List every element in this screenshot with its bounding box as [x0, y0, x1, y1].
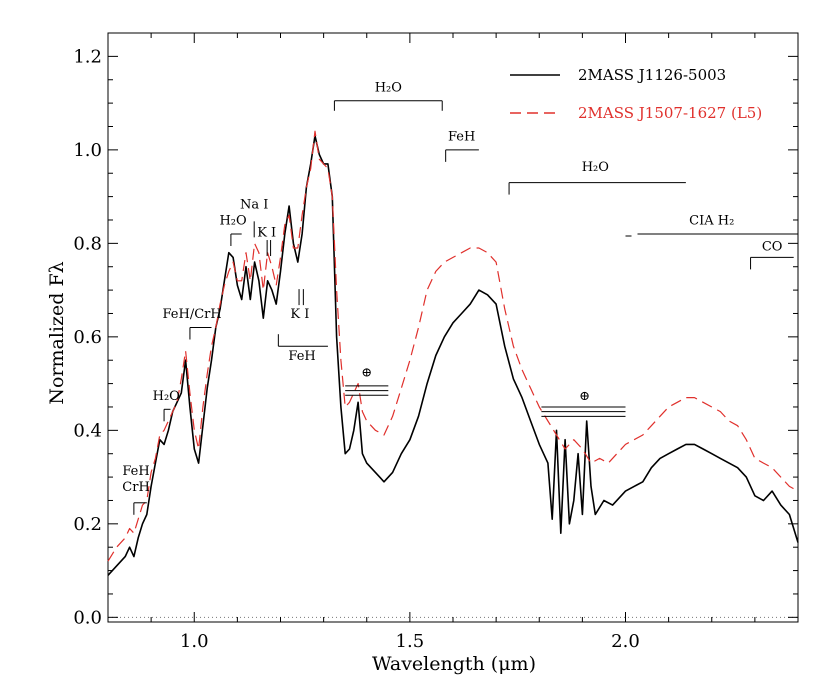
annotation-label-telluric-2: ⊕	[579, 389, 590, 404]
chart-series	[107, 130, 799, 576]
y-tick-label: 1.0	[73, 140, 102, 161]
annotation-label-na-i: Na I	[240, 197, 268, 212]
series-line-j1126	[107, 135, 799, 576]
y-tick-label: 0.8	[73, 233, 102, 254]
annotation-label-crh-0.87: CrH	[122, 480, 150, 495]
series-line-j1507	[107, 130, 799, 562]
y-tick-label: 0.4	[73, 420, 102, 441]
chart-axes: 1.0 1.5 2.0 0.0 0.2 0.4 0.6 0.8 1.0 1.2	[73, 32, 799, 652]
x-axis-title: Wavelength (μm)	[372, 653, 536, 675]
x-tick-label: 1.5	[396, 631, 425, 652]
annotation-label-feh-crh-1.0: FeH/CrH	[162, 307, 221, 322]
annotation-label-k-i-1.17: K I	[257, 225, 276, 240]
annotation-label-h2o-k: H₂O	[582, 160, 609, 175]
chart-legend: 2MASS J1126-5003 2MASS J1507-1627 (L5)	[510, 66, 762, 122]
annotation-label-k-i-1.25: K I	[290, 307, 309, 322]
annotation-label-h2o-0.93: H₂O	[153, 389, 180, 404]
annotation-label-co: CO	[762, 239, 783, 254]
x-tick-label: 1.0	[180, 631, 209, 652]
y-tick-label: 1.2	[73, 46, 102, 67]
y-axis-title: Normalized Fλ	[46, 261, 68, 404]
annotation-label-feh-1.6: FeH	[448, 130, 475, 145]
annotation-label-cia-h2: CIA H₂	[689, 214, 734, 229]
annotation-label-telluric-1: ⊕	[361, 366, 372, 381]
annotation-label-h2o-1.1: H₂O	[219, 214, 246, 229]
y-tick-label: 0.6	[73, 327, 102, 348]
chart-annotations: H₂O FeH H₂O CIA H₂ CO H₂O Na I K I K I FeH FeH/CrH…	[122, 80, 798, 515]
annotation-label-feh-0.87: FeH	[122, 464, 149, 479]
y-tick-label: 0.2	[73, 514, 102, 535]
annotation-label-h2o-top: H₂O	[375, 80, 402, 95]
x-tick-label: 2.0	[611, 631, 640, 652]
legend-label: 2MASS J1126-5003	[578, 66, 726, 84]
annotation-label-feh-1.2: FeH	[288, 349, 315, 364]
y-tick-label: 0.0	[73, 607, 102, 628]
legend-label: 2MASS J1507-1627 (L5)	[578, 104, 762, 122]
